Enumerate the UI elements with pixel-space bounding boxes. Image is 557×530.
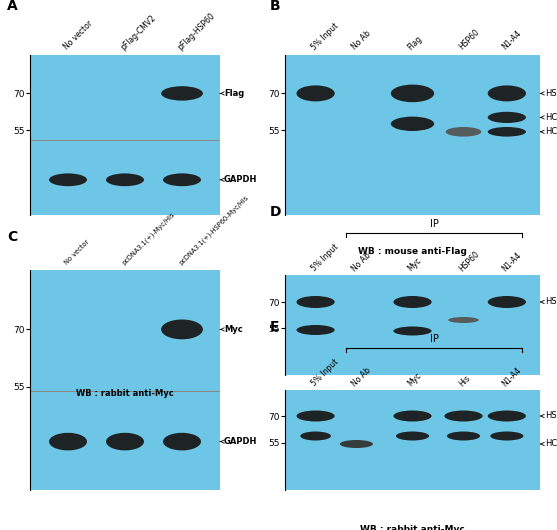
Text: E: E xyxy=(270,320,279,334)
Ellipse shape xyxy=(447,431,480,440)
Ellipse shape xyxy=(446,127,481,137)
Ellipse shape xyxy=(488,411,526,421)
Text: No Ab: No Ab xyxy=(350,366,373,388)
Text: N1-A4: N1-A4 xyxy=(501,365,523,388)
Ellipse shape xyxy=(49,173,87,186)
Text: D: D xyxy=(270,205,281,219)
Ellipse shape xyxy=(393,411,432,421)
Text: Flag: Flag xyxy=(224,89,244,98)
Text: No Ab: No Ab xyxy=(350,251,373,273)
Text: HSP60-Flag: HSP60-Flag xyxy=(545,89,557,98)
Text: HSP60: HSP60 xyxy=(457,28,481,52)
Ellipse shape xyxy=(296,411,335,421)
Ellipse shape xyxy=(393,296,432,308)
Text: No vector: No vector xyxy=(62,19,94,52)
Ellipse shape xyxy=(391,117,434,131)
Text: A: A xyxy=(7,0,18,13)
Ellipse shape xyxy=(296,85,335,101)
Ellipse shape xyxy=(49,433,87,450)
Ellipse shape xyxy=(161,86,203,101)
Ellipse shape xyxy=(340,440,373,448)
Text: Myc: Myc xyxy=(224,325,242,334)
Text: HSP60(Myc/His): HSP60(Myc/His) xyxy=(545,411,557,420)
Text: WB : mouse anti-Flag: WB : mouse anti-Flag xyxy=(358,247,467,256)
Ellipse shape xyxy=(391,85,434,102)
Text: WB : rabbit anti-Myc: WB : rabbit anti-Myc xyxy=(360,410,465,419)
Text: WB : rabbit anti-Myc: WB : rabbit anti-Myc xyxy=(360,525,465,530)
Text: HC: HC xyxy=(545,113,557,122)
Ellipse shape xyxy=(106,433,144,450)
Text: 5% Input: 5% Input xyxy=(309,357,340,388)
Text: WB : rabbit anti-Myc: WB : rabbit anti-Myc xyxy=(76,389,174,398)
Ellipse shape xyxy=(161,320,203,339)
Text: Flag: Flag xyxy=(406,34,424,52)
Ellipse shape xyxy=(163,173,201,186)
Ellipse shape xyxy=(488,296,526,308)
Text: HSP60: HSP60 xyxy=(457,249,481,273)
Text: HC: HC xyxy=(545,127,557,136)
Text: Myc: Myc xyxy=(406,371,423,388)
Ellipse shape xyxy=(490,431,524,440)
Text: B: B xyxy=(270,0,280,13)
Text: pcDNA3.1(+)-Myc/His: pcDNA3.1(+)-Myc/His xyxy=(120,210,175,266)
Text: N1-A4: N1-A4 xyxy=(501,250,523,273)
Text: GAPDH: GAPDH xyxy=(224,437,257,446)
Text: HSP60(Myc/His): HSP60(Myc/His) xyxy=(545,297,557,306)
Ellipse shape xyxy=(488,112,526,123)
Ellipse shape xyxy=(488,85,526,101)
Text: Myc: Myc xyxy=(406,256,423,273)
Text: No Ab: No Ab xyxy=(350,29,373,52)
Ellipse shape xyxy=(296,325,335,335)
Text: IP: IP xyxy=(430,334,438,344)
Text: His: His xyxy=(457,373,472,388)
Text: No vector: No vector xyxy=(63,238,91,266)
Text: N1-A4: N1-A4 xyxy=(501,29,523,52)
Ellipse shape xyxy=(448,317,479,323)
Text: pFlag-CMV2: pFlag-CMV2 xyxy=(119,13,157,52)
Text: C: C xyxy=(7,231,17,244)
Ellipse shape xyxy=(488,127,526,137)
Ellipse shape xyxy=(396,431,429,440)
Ellipse shape xyxy=(296,296,335,308)
Ellipse shape xyxy=(444,411,482,421)
Text: pcDNA3.1(+)-HSP60-Myc/His: pcDNA3.1(+)-HSP60-Myc/His xyxy=(177,193,250,266)
Ellipse shape xyxy=(106,173,144,186)
Text: IP: IP xyxy=(430,219,438,229)
Text: 5% Input: 5% Input xyxy=(309,242,340,273)
Text: pFlag-HSP60: pFlag-HSP60 xyxy=(175,11,217,52)
Text: 5% Input: 5% Input xyxy=(309,21,340,52)
Text: GAPDH: GAPDH xyxy=(224,175,257,184)
Ellipse shape xyxy=(300,431,331,440)
Text: HC: HC xyxy=(545,439,557,448)
Ellipse shape xyxy=(163,433,201,450)
Ellipse shape xyxy=(393,326,432,335)
